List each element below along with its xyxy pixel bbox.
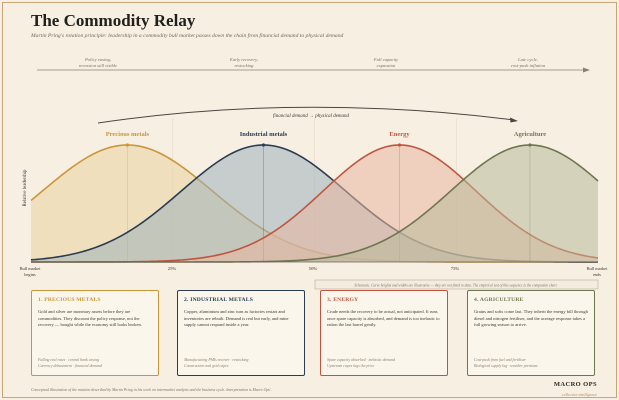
x-axis-end-line1: Bull market: [587, 266, 609, 271]
footnote: Conceptual illustration of the rotation …: [31, 388, 272, 392]
card-title: 3. ENERGY: [327, 297, 359, 303]
series-label-0: Precious metals: [106, 131, 150, 138]
page-title: The Commodity Relay: [31, 11, 196, 30]
brand-tagline: collective intelligence: [562, 392, 597, 397]
card-body: Copper, aluminium and zinc turn as facto…: [184, 309, 289, 328]
demand-arc-label: financial demand → physical demand: [273, 114, 350, 119]
card-footer: Falling real rates · central bank easing…: [38, 358, 102, 369]
card-footer: Spare capacity absorbed · inelastic dema…: [327, 358, 395, 369]
card-footer-line2: Biological supply lag · weather premium: [474, 363, 538, 368]
stage-2-line2: expansion: [377, 63, 396, 68]
stage-0-line2: recession still visible: [79, 63, 117, 68]
card-footer-line1: Cost-push from fuel and fertiliser: [474, 358, 526, 363]
card-footer-line1: Manufacturing PMIs recover · restocking: [184, 358, 249, 363]
stage-2-line1: Full capacity: [373, 57, 399, 62]
x-tick-75: 75%: [451, 266, 460, 271]
x-tick-25: 25%: [168, 266, 177, 271]
card-title: 4. AGRICULTURE: [474, 297, 524, 303]
y-axis-label: Relative leadership: [23, 169, 28, 206]
x-tick-50: 50%: [309, 266, 318, 271]
x-axis-start-line1: Bull market: [20, 266, 42, 271]
x-axis-start-line2: begins: [24, 272, 36, 277]
series-label-3: Agriculture: [514, 131, 546, 138]
card-industrial-metals: 2. INDUSTRIAL METALS Copper, aluminium a…: [177, 290, 305, 376]
brand-name: MACRO OPS: [553, 381, 597, 388]
card-body: Gold and silver are monetary assets befo…: [38, 309, 142, 328]
peak-dot-3: [528, 143, 532, 147]
x-axis-end-line2: ends: [593, 272, 601, 277]
card-agriculture: 4. AGRICULTURE Grains and softs come las…: [467, 290, 595, 376]
stage-1-line1: Early recovery,: [229, 57, 258, 63]
stage-1-line2: restocking: [235, 63, 255, 68]
card-body: Crude needs the recovery to be actual, n…: [327, 309, 440, 328]
card-title: 1. PRECIOUS METALS: [38, 297, 101, 303]
card-footer: Manufacturing PMIs recover · restocking …: [184, 358, 248, 369]
card-energy: 3. ENERGY Crude needs the recovery to be…: [320, 290, 448, 376]
stage-0-line1: Policy easing,: [84, 57, 111, 63]
card-footer-line2: Currency debasement · financial demand: [38, 363, 102, 368]
card-footer-line1: Spare capacity absorbed · inelastic dema…: [327, 358, 395, 363]
card-body: Grains and softs come last. They inherit…: [474, 309, 588, 328]
peak-dot-0: [125, 143, 129, 147]
series-label-2: Energy: [389, 131, 410, 138]
stage-3-line2: cost-push inflation: [511, 63, 546, 68]
series-label-1: Industrial metals: [240, 131, 288, 138]
page-subtitle: Martin Pring's rotation principle: leade…: [31, 33, 344, 39]
card-precious-metals: 1. PRECIOUS METALS Gold and silver are m…: [31, 290, 159, 376]
peak-dot-2: [397, 143, 402, 147]
schematic-note-box: [314, 279, 599, 290]
card-footer-line2: Upstream capex lags the price: [327, 363, 375, 368]
sector-cards: 1. PRECIOUS METALS Gold and silver are m…: [31, 290, 598, 378]
curve-area-3: [31, 145, 598, 262]
card-footer-line2: Construction and grid capex: [184, 363, 229, 368]
demand-arc: [97, 106, 515, 124]
cycle-stage-labels: Policy easing, recession still visible E…: [79, 57, 546, 68]
card-footer-line1: Falling real rates · central bank easing: [38, 358, 99, 363]
card-title: 2. INDUSTRIAL METALS: [184, 297, 254, 303]
card-footer: Cost-push from fuel and fertiliser Biolo…: [474, 358, 537, 369]
demand-arc-arrowhead: [510, 117, 518, 123]
peak-dot-1: [261, 143, 266, 147]
schematic-note: Schematic. Curve heights and widths are …: [355, 284, 558, 288]
cycle-timeline-arrowhead: [583, 67, 590, 73]
stage-3-line1: Late cycle,: [517, 57, 538, 63]
